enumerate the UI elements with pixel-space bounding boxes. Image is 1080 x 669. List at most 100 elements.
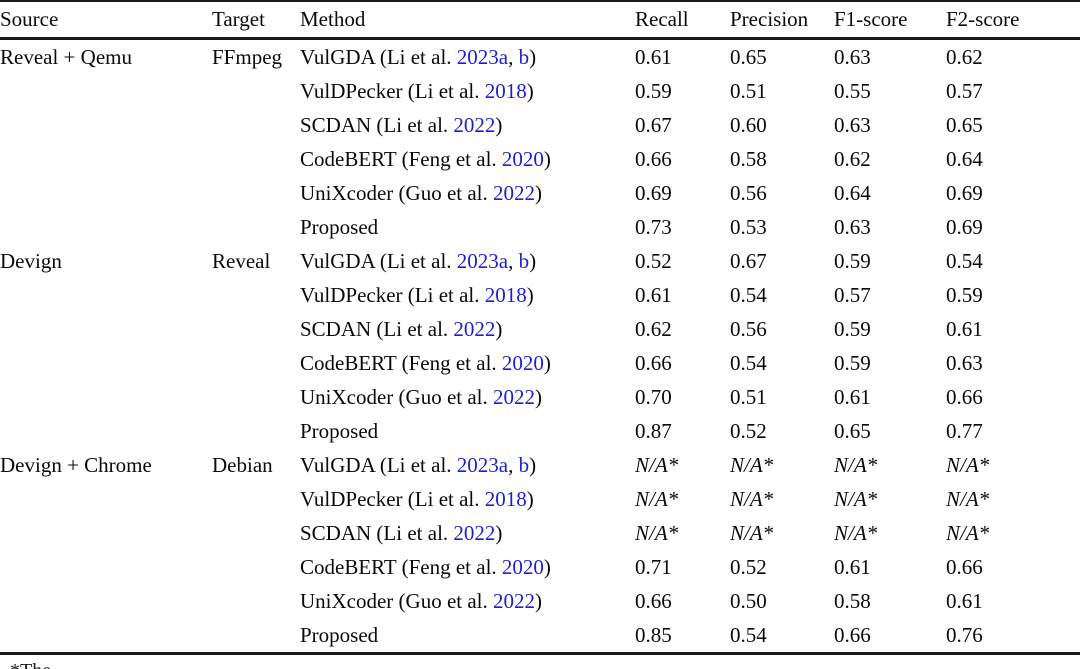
cell-f2-score: 0.62 xyxy=(946,44,983,69)
method-text: ) xyxy=(543,554,551,579)
method-text: ) xyxy=(495,520,503,545)
citation-link[interactable]: 2020 xyxy=(501,554,544,579)
cell-f2-score: 0.69 xyxy=(946,180,983,205)
cell-target xyxy=(212,312,300,346)
cell-precision: 0.50 xyxy=(730,588,767,613)
citation-link[interactable]: b xyxy=(518,44,530,69)
cell-method: UniXcoder (Guo et al. 2022) xyxy=(300,584,635,618)
method-text: Proposed xyxy=(300,622,379,647)
method-text: SCDAN (Li et al. xyxy=(300,112,454,137)
table-row: SCDAN (Li et al. 2022) N/A* N/A* N/A* N/A* xyxy=(0,516,1080,550)
cell-recall: 0.67 xyxy=(635,112,672,137)
cell-f1-score: 0.59 xyxy=(834,350,871,375)
cell-recall: 0.73 xyxy=(635,214,672,239)
cell-source xyxy=(0,346,212,380)
cell-recall: N/A* xyxy=(635,520,679,545)
cell-target xyxy=(212,278,300,312)
method-text: VulGDA (Li et al. xyxy=(300,248,457,273)
cell-f1-score: 0.61 xyxy=(834,554,871,579)
cell-f1-score: 0.59 xyxy=(834,248,871,273)
citation-link[interactable]: 2018 xyxy=(484,282,527,307)
cell-target xyxy=(212,414,300,448)
cell-source xyxy=(0,278,212,312)
cell-precision: 0.52 xyxy=(730,418,767,443)
cell-target xyxy=(212,380,300,414)
method-text: CodeBERT (Feng et al. xyxy=(300,554,502,579)
cell-method: VulDPecker (Li et al. 2018) xyxy=(300,74,635,108)
cell-source xyxy=(0,312,212,346)
cell-source xyxy=(0,584,212,618)
citation-link[interactable]: 2022 xyxy=(493,180,536,205)
cell-f2-score: 0.65 xyxy=(946,112,983,137)
cell-source xyxy=(0,176,212,210)
cell-method: VulDPecker (Li et al. 2018) xyxy=(300,278,635,312)
cell-source xyxy=(0,142,212,176)
cell-method: CodeBERT (Feng et al. 2020) xyxy=(300,550,635,584)
citation-link[interactable]: 2018 xyxy=(484,486,527,511)
citation-link[interactable]: 2022 xyxy=(453,112,496,137)
method-text: ) xyxy=(535,180,543,205)
table-row: UniXcoder (Guo et al. 2022) 0.69 0.56 0.64 0… xyxy=(0,176,1080,210)
citation-link[interactable]: b xyxy=(518,452,530,477)
citation-link[interactable]: 2023a xyxy=(456,44,509,69)
cell-recall: 0.66 xyxy=(635,146,672,171)
cell-f1-score: 0.62 xyxy=(834,146,871,171)
table-row: CodeBERT (Feng et al. 2020) 0.66 0.58 0.62 0… xyxy=(0,142,1080,176)
table-row: UniXcoder (Guo et al. 2022) 0.66 0.50 0.58 0… xyxy=(0,584,1080,618)
cell-source xyxy=(0,380,212,414)
cell-target xyxy=(212,346,300,380)
cell-f2-score: 0.64 xyxy=(946,146,983,171)
method-text: Proposed xyxy=(300,214,379,239)
method-text: ) xyxy=(526,78,534,103)
cell-f1-score: 0.65 xyxy=(834,418,871,443)
method-text: , xyxy=(508,44,519,69)
cell-source xyxy=(0,414,212,448)
method-text: VulDPecker (Li et al. xyxy=(300,486,485,511)
cell-f2-score: 0.76 xyxy=(946,618,1080,655)
method-text: Proposed xyxy=(300,418,379,443)
citation-link[interactable]: 2020 xyxy=(501,146,544,171)
cell-source xyxy=(0,516,212,550)
method-text: UniXcoder (Guo et al. xyxy=(300,588,494,613)
citation-link[interactable]: 2022 xyxy=(453,316,496,341)
method-text: ) xyxy=(529,248,537,273)
cell-source xyxy=(0,550,212,584)
citation-link[interactable]: 2022 xyxy=(493,384,536,409)
table-row: VulDPecker (Li et al. 2018) 0.59 0.51 0.55 0… xyxy=(0,74,1080,108)
cell-recall: 0.85 xyxy=(635,618,730,655)
cell-precision: N/A* xyxy=(730,452,774,477)
citation-link[interactable]: b xyxy=(518,248,530,273)
cell-precision: 0.51 xyxy=(730,384,767,409)
citation-link[interactable]: 2018 xyxy=(484,78,527,103)
table-row: Devign Reveal VulGDA (Li et al. 2023a, b) 0… xyxy=(0,244,1080,278)
cell-source xyxy=(0,482,212,516)
cell-target: Debian xyxy=(212,452,273,477)
cell-f1-score: 0.63 xyxy=(834,44,871,69)
cell-f2-score: 0.66 xyxy=(946,384,983,409)
table-footnote-clipped: *The xyxy=(10,659,610,669)
cell-precision: 0.54 xyxy=(730,282,767,307)
citation-link[interactable]: 2023a xyxy=(456,248,509,273)
citation-link[interactable]: 2023a xyxy=(456,452,509,477)
citation-link[interactable]: 2022 xyxy=(453,520,496,545)
method-text: ) xyxy=(535,588,543,613)
method-text: UniXcoder (Guo et al. xyxy=(300,384,494,409)
cell-f2-score: N/A* xyxy=(946,452,990,477)
cell-method: Proposed xyxy=(300,618,635,655)
cell-f1-score: 0.55 xyxy=(834,78,871,103)
citation-link[interactable]: 2020 xyxy=(501,350,544,375)
cell-source: Devign + Chrome xyxy=(0,452,152,477)
cell-target xyxy=(212,550,300,584)
cell-target xyxy=(212,584,300,618)
cell-source xyxy=(0,74,212,108)
col-header-f2-score: F2-score xyxy=(946,0,1080,40)
cell-precision: 0.51 xyxy=(730,78,767,103)
citation-link[interactable]: 2022 xyxy=(493,588,536,613)
results-table: Source Target Method Recall Precision F1… xyxy=(0,0,1080,655)
table-row: SCDAN (Li et al. 2022) 0.67 0.60 0.63 0.65 xyxy=(0,108,1080,142)
method-text: ) xyxy=(529,44,537,69)
table-row: Devign + Chrome Debian VulGDA (Li et al. 2… xyxy=(0,448,1080,482)
method-text: , xyxy=(508,248,519,273)
cell-recall: 0.69 xyxy=(635,180,672,205)
cell-f2-score: 0.61 xyxy=(946,588,983,613)
